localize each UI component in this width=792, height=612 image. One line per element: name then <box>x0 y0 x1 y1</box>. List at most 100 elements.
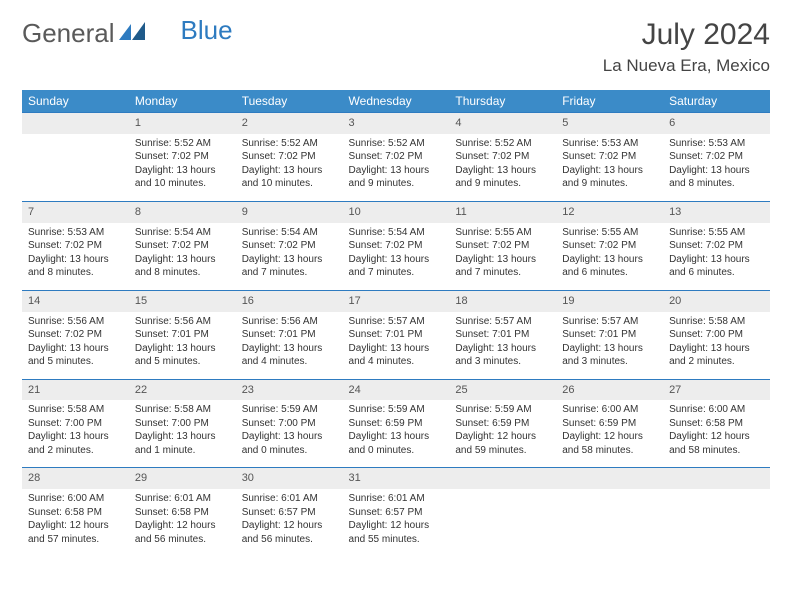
month-title: July 2024 <box>603 18 770 52</box>
day-detail-cell: Sunrise: 5:56 AMSunset: 7:01 PMDaylight:… <box>236 312 343 380</box>
cell-text: Daylight: 12 hours <box>242 519 337 533</box>
cell-text: Sunset: 6:59 PM <box>349 417 444 431</box>
cell-text: Sunrise: 6:01 AM <box>349 492 444 506</box>
cell-text: Daylight: 12 hours <box>669 430 764 444</box>
cell-text: and 8 minutes. <box>28 266 123 280</box>
cell-text: and 3 minutes. <box>455 355 550 369</box>
day-number-cell: 21 <box>22 379 129 400</box>
cell-text: Sunrise: 5:56 AM <box>242 315 337 329</box>
cell-text: Sunset: 7:02 PM <box>242 239 337 253</box>
day-detail-cell: Sunrise: 5:53 AMSunset: 7:02 PMDaylight:… <box>663 134 770 202</box>
day-number-cell: 23 <box>236 379 343 400</box>
cell-text: and 4 minutes. <box>242 355 337 369</box>
day-detail-cell <box>556 489 663 556</box>
cell-text: Sunrise: 5:54 AM <box>349 226 444 240</box>
day-detail-cell <box>22 134 129 202</box>
cell-text: and 6 minutes. <box>669 266 764 280</box>
cell-text: Sunrise: 5:57 AM <box>455 315 550 329</box>
cell-text: Daylight: 13 hours <box>242 253 337 267</box>
cell-text: and 9 minutes. <box>455 177 550 191</box>
cell-text: Sunrise: 5:58 AM <box>135 403 230 417</box>
cell-text: Sunset: 7:00 PM <box>242 417 337 431</box>
day-detail-cell: Sunrise: 5:52 AMSunset: 7:02 PMDaylight:… <box>343 134 450 202</box>
cell-text: Sunset: 7:00 PM <box>28 417 123 431</box>
cell-text: Sunrise: 6:01 AM <box>135 492 230 506</box>
cell-text: and 4 minutes. <box>349 355 444 369</box>
cell-text: and 2 minutes. <box>28 444 123 458</box>
day-detail-cell: Sunrise: 6:01 AMSunset: 6:57 PMDaylight:… <box>236 489 343 556</box>
cell-text: and 3 minutes. <box>562 355 657 369</box>
day-number-cell <box>663 468 770 489</box>
cell-text: Sunset: 7:01 PM <box>349 328 444 342</box>
cell-text: Daylight: 13 hours <box>669 342 764 356</box>
cell-text: Sunset: 7:02 PM <box>28 239 123 253</box>
cell-text: Sunrise: 5:59 AM <box>242 403 337 417</box>
cell-text: Daylight: 13 hours <box>455 253 550 267</box>
cell-text: Sunset: 7:02 PM <box>349 239 444 253</box>
day-number-cell: 15 <box>129 290 236 311</box>
day-detail-cell <box>663 489 770 556</box>
cell-text: Sunset: 6:57 PM <box>349 506 444 520</box>
cell-text: and 58 minutes. <box>562 444 657 458</box>
flag-icon <box>119 18 147 49</box>
day-number-cell: 11 <box>449 201 556 222</box>
cell-text: Daylight: 13 hours <box>562 342 657 356</box>
cell-text: Daylight: 13 hours <box>135 253 230 267</box>
cell-text: Sunset: 6:58 PM <box>135 506 230 520</box>
day-number-cell: 30 <box>236 468 343 489</box>
day-detail-cell: Sunrise: 5:59 AMSunset: 6:59 PMDaylight:… <box>449 400 556 468</box>
cell-text: Daylight: 13 hours <box>562 164 657 178</box>
day-number-row: 123456 <box>22 113 770 134</box>
cell-text: Daylight: 13 hours <box>135 164 230 178</box>
cell-text: Sunrise: 5:57 AM <box>349 315 444 329</box>
day-number-cell <box>449 468 556 489</box>
cell-text: Sunset: 7:02 PM <box>135 239 230 253</box>
day-detail-cell: Sunrise: 5:57 AMSunset: 7:01 PMDaylight:… <box>556 312 663 380</box>
cell-text: and 58 minutes. <box>669 444 764 458</box>
header: General Blue July 2024 La Nueva Era, Mex… <box>22 18 770 76</box>
cell-text: Sunset: 6:58 PM <box>669 417 764 431</box>
cell-text: Sunrise: 5:52 AM <box>349 137 444 151</box>
day-detail-row: Sunrise: 5:52 AMSunset: 7:02 PMDaylight:… <box>22 134 770 202</box>
day-number-cell: 6 <box>663 113 770 134</box>
cell-text: Sunrise: 5:53 AM <box>562 137 657 151</box>
day-number-cell <box>556 468 663 489</box>
day-detail-cell: Sunrise: 6:01 AMSunset: 6:58 PMDaylight:… <box>129 489 236 556</box>
weekday-header: Monday <box>129 90 236 113</box>
day-detail-cell: Sunrise: 5:56 AMSunset: 7:01 PMDaylight:… <box>129 312 236 380</box>
cell-text: Daylight: 13 hours <box>349 342 444 356</box>
cell-text: Daylight: 12 hours <box>455 430 550 444</box>
day-detail-row: Sunrise: 5:58 AMSunset: 7:00 PMDaylight:… <box>22 400 770 468</box>
day-number-cell: 10 <box>343 201 450 222</box>
cell-text: Daylight: 13 hours <box>242 430 337 444</box>
day-detail-cell: Sunrise: 5:56 AMSunset: 7:02 PMDaylight:… <box>22 312 129 380</box>
day-number-cell: 24 <box>343 379 450 400</box>
day-detail-cell: Sunrise: 5:58 AMSunset: 7:00 PMDaylight:… <box>22 400 129 468</box>
calendar-head: SundayMondayTuesdayWednesdayThursdayFrid… <box>22 90 770 113</box>
cell-text: Sunrise: 5:55 AM <box>669 226 764 240</box>
cell-text: Daylight: 12 hours <box>349 519 444 533</box>
cell-text: and 5 minutes. <box>28 355 123 369</box>
cell-text: Sunset: 7:02 PM <box>669 150 764 164</box>
cell-text: Daylight: 13 hours <box>349 253 444 267</box>
cell-text: and 10 minutes. <box>135 177 230 191</box>
cell-text: Daylight: 13 hours <box>135 430 230 444</box>
cell-text: Daylight: 12 hours <box>135 519 230 533</box>
cell-text: Sunrise: 6:01 AM <box>242 492 337 506</box>
day-detail-cell: Sunrise: 5:54 AMSunset: 7:02 PMDaylight:… <box>129 223 236 291</box>
day-number-row: 14151617181920 <box>22 290 770 311</box>
cell-text: Sunset: 7:00 PM <box>135 417 230 431</box>
cell-text: and 2 minutes. <box>669 355 764 369</box>
cell-text: Sunset: 7:01 PM <box>455 328 550 342</box>
day-number-cell: 3 <box>343 113 450 134</box>
day-number-row: 78910111213 <box>22 201 770 222</box>
calendar-table: SundayMondayTuesdayWednesdayThursdayFrid… <box>22 90 770 556</box>
cell-text: Daylight: 13 hours <box>242 342 337 356</box>
day-detail-cell: Sunrise: 5:53 AMSunset: 7:02 PMDaylight:… <box>22 223 129 291</box>
day-detail-row: Sunrise: 5:56 AMSunset: 7:02 PMDaylight:… <box>22 312 770 380</box>
cell-text: Sunrise: 5:59 AM <box>455 403 550 417</box>
cell-text: Sunset: 7:02 PM <box>562 150 657 164</box>
cell-text: Daylight: 13 hours <box>28 253 123 267</box>
day-number-cell: 19 <box>556 290 663 311</box>
cell-text: Daylight: 13 hours <box>455 164 550 178</box>
